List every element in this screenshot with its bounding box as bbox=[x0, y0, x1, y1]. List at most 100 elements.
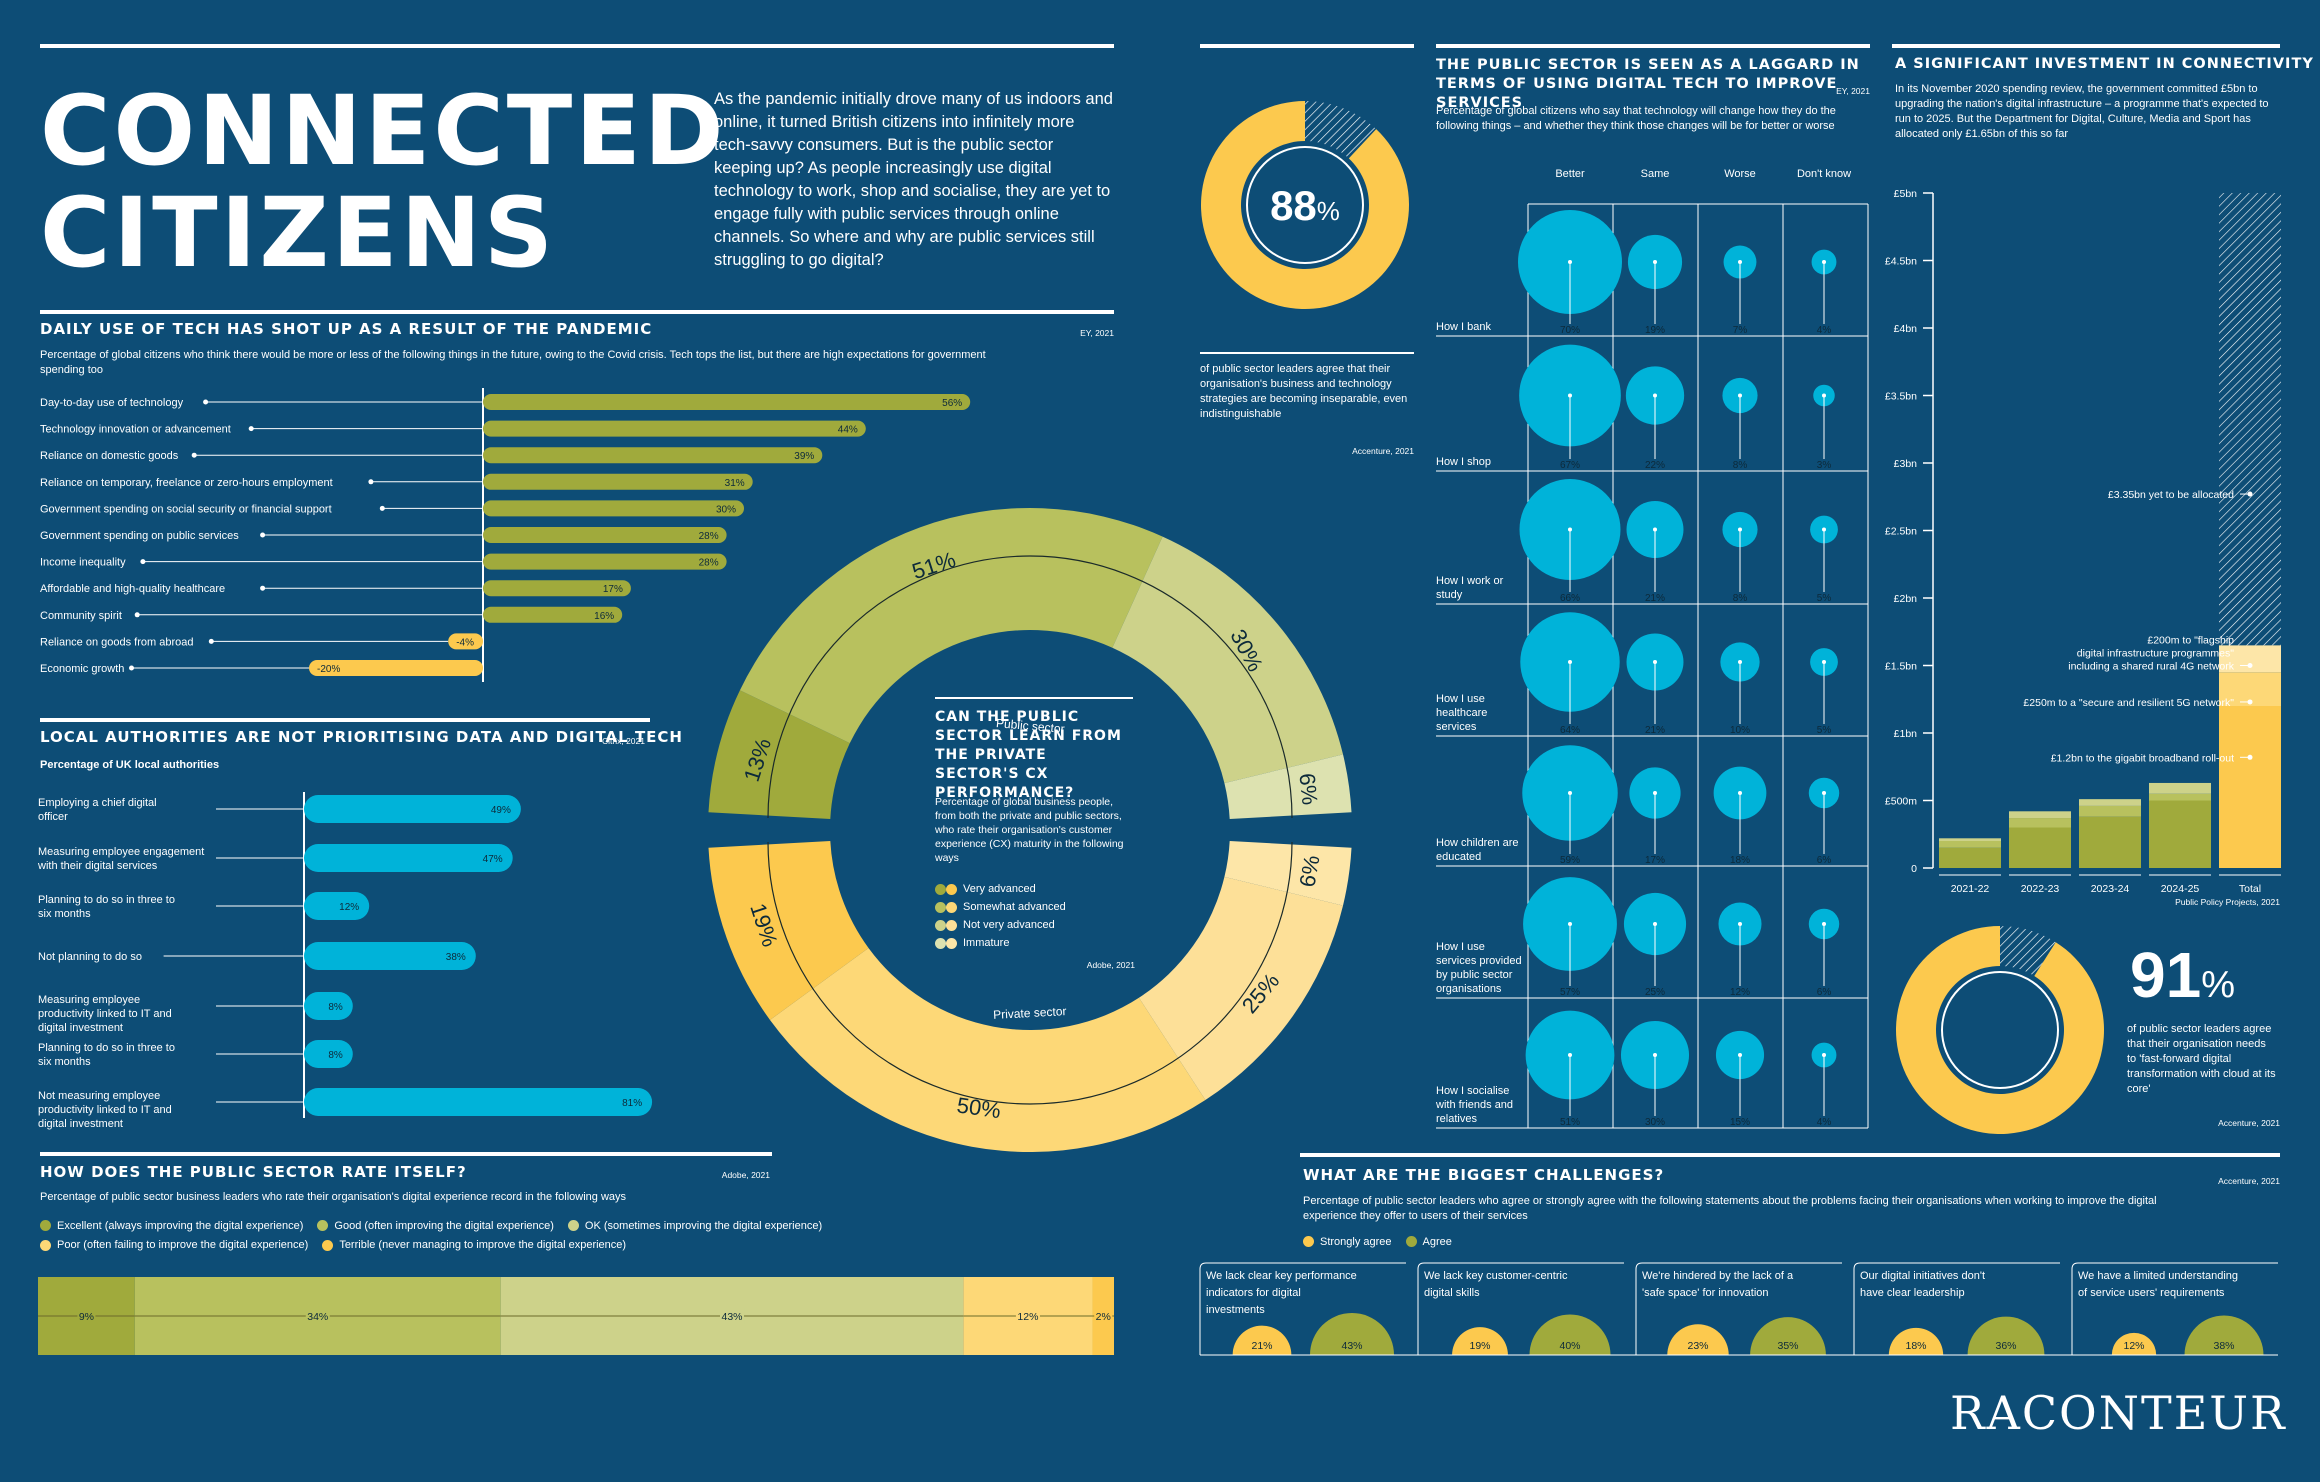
daily-label: Reliance on goods from abroad bbox=[40, 636, 193, 648]
cx-private-segment bbox=[770, 947, 1206, 1152]
invest-tick: 0 bbox=[1911, 863, 1917, 875]
local-label: Measuring employee engagement with their … bbox=[37, 846, 204, 872]
laggard-row-label: How I bank bbox=[1436, 321, 1492, 333]
laggard-value: 67% bbox=[1560, 460, 1580, 471]
daily-label: Technology innovation or advancement bbox=[40, 424, 231, 436]
challenge-strongly-value: 12% bbox=[2123, 1340, 2144, 1352]
rate-legend-label: Good (often improving the digital experi… bbox=[334, 1219, 554, 1232]
rate-legend-item: Excellent (always improving the digital … bbox=[40, 1220, 303, 1232]
challenge-agree-value: 36% bbox=[1995, 1340, 2016, 1352]
daily-leader-dot bbox=[208, 638, 214, 644]
daily-leader-dot bbox=[260, 585, 266, 591]
local-rule bbox=[40, 718, 650, 722]
laggard-value: 70% bbox=[1560, 325, 1580, 336]
cx-public-arc bbox=[767, 555, 1293, 819]
laggard-stem-dot bbox=[1653, 791, 1657, 795]
laggard-value: 8% bbox=[1733, 460, 1748, 471]
cx-legend-swatch bbox=[946, 919, 957, 931]
invest-tick: £500m bbox=[1885, 796, 1917, 808]
rate-label-bg bbox=[720, 1308, 745, 1324]
invest-bar-segment bbox=[2079, 805, 2141, 817]
daily-bar bbox=[448, 633, 483, 650]
local-value: 12% bbox=[339, 902, 359, 913]
rate-legend-swatch bbox=[40, 1239, 51, 1251]
daily-leader-dot bbox=[140, 559, 146, 565]
challenge-strongly-value: 21% bbox=[1251, 1340, 1272, 1352]
invest-bar-segment bbox=[2009, 818, 2071, 828]
rate-legend-swatch bbox=[567, 1220, 579, 1231]
laggard-stem-dot bbox=[1568, 527, 1572, 532]
laggard-row-label: How I use services provided by public sect… bbox=[1436, 941, 1522, 995]
local-value: 49% bbox=[491, 805, 511, 816]
laggard-col-header: Better bbox=[1555, 168, 1585, 180]
local-label: Employing a chief digital officer bbox=[38, 797, 157, 823]
challenge-frame bbox=[1199, 1262, 1406, 1355]
rate-title: HOW DOES THE PUBLIC SECTOR RATE ITSELF? bbox=[40, 1163, 467, 1181]
laggard-stem-dot bbox=[1568, 393, 1572, 398]
daily-value: -20% bbox=[317, 664, 340, 675]
local-label: Not planning to do so bbox=[38, 951, 142, 963]
laggard-value: 5% bbox=[1817, 725, 1832, 736]
laggard-stem-dot bbox=[1822, 527, 1826, 532]
invest-tick: £3.5bn bbox=[1885, 391, 1917, 403]
challenges-subtitle: Percentage of public sector leaders who … bbox=[1303, 1195, 2157, 1222]
cx-chart: 13%51%30%6%6%25%50%19%Public sectorPriva… bbox=[708, 508, 1352, 1152]
laggard-value: 6% bbox=[1817, 987, 1832, 998]
cx-legend-swatch bbox=[935, 901, 946, 913]
challenge-strongly-semicircle bbox=[1667, 1324, 1729, 1355]
local-bar bbox=[304, 892, 370, 920]
daily-leader-dot bbox=[368, 479, 374, 485]
laggard-rule bbox=[1436, 44, 1870, 48]
challenge-label: We have a limited understanding of servic… bbox=[2078, 1270, 2238, 1299]
kpi91-source: Accenture, 2021 bbox=[2218, 1118, 2280, 1128]
laggard-col-header: Same bbox=[1641, 168, 1670, 180]
cx-legend-label: Not very advanced bbox=[963, 919, 1055, 931]
local-value: 47% bbox=[483, 854, 503, 865]
challenges-title: WHAT ARE THE BIGGEST CHALLENGES? bbox=[1303, 1166, 1665, 1184]
local-bar bbox=[304, 992, 353, 1020]
invest-tick: £2.5bn bbox=[1885, 526, 1917, 538]
invest-bar-segment bbox=[2079, 799, 2141, 806]
cx-private-label: Private sector bbox=[993, 1004, 1067, 1022]
cx-public-segment bbox=[708, 690, 850, 820]
page-title: CONNECTED CITIZENS bbox=[40, 80, 727, 284]
challenge-label: We lack key customer-centric digital skil… bbox=[1424, 1270, 1568, 1299]
daily-bar bbox=[483, 527, 727, 543]
challenge-strongly-semicircle bbox=[1888, 1327, 1944, 1355]
challenges-rule bbox=[1300, 1153, 2280, 1157]
laggard-title: THE PUBLIC SECTOR IS SEEN AS A LAGGARD I… bbox=[1436, 57, 1860, 111]
daily-label: Community spirit bbox=[40, 610, 122, 622]
laggard-stem-dot bbox=[1822, 1053, 1826, 1057]
kpi91-inner-ring bbox=[1941, 971, 2059, 1089]
kpi88-unit: % bbox=[1316, 196, 1340, 226]
rate-legend-item: Terrible (never managing to improve the … bbox=[322, 1239, 626, 1251]
intro-text: As the pandemic initially drove many of … bbox=[714, 90, 1113, 269]
local-label: Not measuring employee productivity linke… bbox=[38, 1090, 172, 1130]
rate-legend: Excellent (always improving the digital … bbox=[40, 1218, 1040, 1257]
daily-leader-dot bbox=[379, 505, 385, 511]
invest-flagship-dot bbox=[2247, 663, 2253, 668]
invest-tick: £5bn bbox=[1894, 188, 1918, 200]
challenges-source: Accenture, 2021 bbox=[2218, 1176, 2280, 1186]
laggard-stem-dot bbox=[1568, 791, 1572, 795]
kpi91-remainder bbox=[2000, 926, 2056, 976]
cx-legend-label: Very advanced bbox=[963, 883, 1036, 895]
daily-leader-dot bbox=[260, 532, 266, 538]
laggard-value: 10% bbox=[1730, 725, 1750, 736]
laggard-value: 3% bbox=[1817, 460, 1832, 471]
local-chart: Employing a chief digital officer 49% Measu… bbox=[37, 792, 653, 1130]
cx-legend-item: Not very advanced bbox=[935, 919, 1135, 931]
daily-bar bbox=[483, 447, 823, 464]
kpi91-share bbox=[1896, 926, 2104, 1134]
cx-public-label: Public sector bbox=[996, 716, 1066, 736]
laggard-stem-dot bbox=[1738, 260, 1742, 264]
challenge-label: Our digital initiatives don't have clear … bbox=[1860, 1270, 1985, 1299]
rate-legend-item: Poor (often failing to improve the digit… bbox=[40, 1239, 308, 1251]
invest-text: In its November 2020 spending review, th… bbox=[1895, 83, 2269, 140]
challenge-frame bbox=[1417, 1262, 1624, 1355]
invest-category: 2023-24 bbox=[2091, 883, 2130, 895]
cx-private-segment bbox=[708, 840, 869, 1020]
invest-tick: £1.5bn bbox=[1885, 661, 1917, 673]
local-label: Planning to do so in three to six months bbox=[38, 894, 175, 920]
laggard-value: 25% bbox=[1645, 987, 1665, 998]
